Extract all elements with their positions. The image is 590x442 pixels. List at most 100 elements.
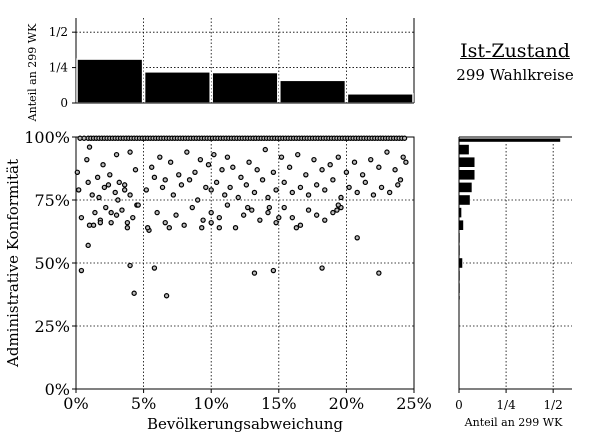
data-point — [144, 225, 151, 231]
data-point — [159, 184, 166, 191]
data-point — [119, 207, 125, 213]
data-point — [157, 154, 163, 160]
y-tick-label: 50% — [34, 254, 70, 273]
data-point — [121, 187, 128, 193]
data-point — [266, 204, 273, 211]
data-point — [392, 167, 398, 173]
data-point — [103, 204, 109, 211]
data-point — [262, 146, 268, 153]
data-point — [224, 202, 231, 208]
y-tick-label: 100% — [24, 128, 70, 147]
data-point — [222, 192, 228, 198]
data-point — [205, 162, 212, 168]
data-point — [289, 214, 296, 221]
histogram-bar — [346, 93, 414, 104]
data-point — [278, 154, 285, 160]
data-point — [359, 172, 366, 178]
data-point — [173, 212, 179, 218]
data-point — [397, 177, 404, 183]
data-point — [338, 194, 344, 201]
data-point — [216, 214, 223, 221]
data-point — [343, 169, 350, 175]
histogram-bar — [458, 181, 473, 194]
data-point — [181, 222, 187, 228]
data-point — [78, 214, 85, 221]
data-point — [208, 209, 214, 216]
data-point — [286, 164, 293, 170]
data-point — [230, 164, 236, 170]
data-point — [112, 189, 118, 196]
data-point — [240, 212, 247, 218]
data-point — [319, 167, 325, 173]
data-point — [322, 187, 328, 193]
data-point — [351, 159, 358, 165]
data-point — [121, 182, 128, 188]
data-point — [335, 154, 341, 160]
scatter-plot: 0% 5% 10% 15% 20% 25% 0% 25% 50% 75% 100% Bevölkeru… — [4, 128, 432, 433]
data-point — [213, 179, 220, 186]
data-point — [107, 172, 113, 178]
data-point — [115, 197, 121, 203]
data-point — [257, 217, 263, 223]
data-point — [85, 242, 91, 249]
histogram-bar — [458, 137, 562, 143]
data-point — [184, 149, 190, 155]
data-point — [289, 189, 296, 196]
histogram-bar — [458, 156, 476, 168]
data-point — [354, 189, 360, 196]
data-point — [376, 270, 382, 276]
data-point — [354, 235, 360, 241]
x-tick-label: 5% — [131, 394, 156, 413]
data-point — [313, 182, 320, 188]
data-point — [305, 192, 312, 198]
data-point — [113, 212, 120, 218]
data-point — [368, 156, 374, 163]
data-point — [346, 184, 352, 191]
data-point — [370, 192, 377, 198]
data-point — [189, 204, 195, 211]
data-point — [297, 184, 304, 191]
data-point — [86, 144, 93, 150]
data-point — [116, 179, 122, 186]
x-tick-label: 15% — [261, 394, 297, 413]
data-point — [90, 222, 97, 228]
histogram-bar — [458, 169, 476, 181]
x-axis-label: Bevölkerungsabweichung — [147, 415, 343, 433]
data-point — [313, 212, 320, 218]
x-tick-label: 1/2 — [544, 398, 563, 412]
data-point — [203, 184, 209, 191]
data-point — [273, 219, 279, 226]
data-point — [97, 219, 104, 226]
data-point — [192, 169, 198, 175]
data-point — [108, 209, 114, 216]
data-point — [270, 267, 277, 274]
data-point — [131, 290, 137, 296]
data-point — [311, 156, 317, 163]
data-point — [208, 187, 214, 193]
data-point — [162, 219, 168, 226]
data-point — [246, 159, 252, 165]
data-point — [163, 293, 170, 299]
data-point — [149, 164, 155, 170]
data-point — [335, 202, 341, 208]
x-tick-label: 10% — [193, 394, 229, 413]
y-axis-label: Anteil an 299 WK — [26, 23, 39, 122]
data-point — [219, 167, 225, 173]
data-point — [96, 194, 102, 201]
data-point — [376, 164, 382, 170]
histogram-bar — [458, 143, 470, 156]
data-point — [386, 189, 393, 196]
data-point — [178, 182, 185, 188]
data-point — [113, 151, 120, 158]
data-point — [127, 262, 133, 269]
y-tick-label: 1/2 — [49, 25, 68, 39]
data-point — [130, 214, 136, 221]
data-point — [162, 177, 168, 183]
data-point — [108, 219, 114, 226]
data-point — [254, 167, 260, 173]
y-axis-label: Administrative Konformität — [4, 159, 22, 368]
data-point — [101, 184, 108, 191]
data-point — [378, 184, 385, 191]
data-point — [100, 162, 106, 168]
